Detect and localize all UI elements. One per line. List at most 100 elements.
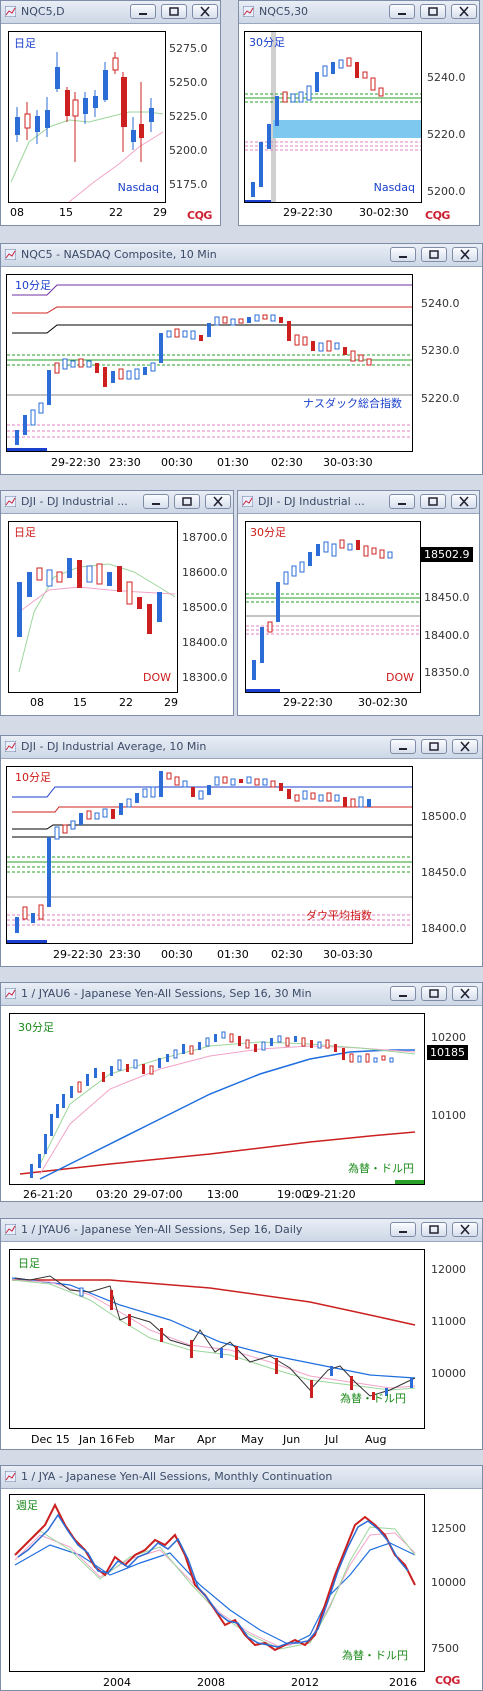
maximize-button[interactable] — [161, 4, 187, 19]
maximize-button[interactable] — [420, 494, 446, 509]
x-axis-tick: Jan 16 — [79, 1433, 114, 1446]
chart-window-jyau6-daily[interactable]: 1 / JYAU6 - Japanese Yen-All Sessions, S… — [0, 1218, 483, 1450]
maximize-button[interactable] — [421, 247, 447, 262]
maximize-button[interactable] — [174, 494, 200, 509]
chart-icon — [5, 6, 16, 17]
maximize-button[interactable] — [421, 739, 447, 754]
chart-canvas — [14, 1502, 416, 1652]
price-chart[interactable]: 週足 為替・ドル円 — [9, 1494, 425, 1672]
price-chart[interactable]: 30分足 Nasdaq — [244, 31, 422, 203]
cqg-logo: CQG — [435, 1674, 460, 1687]
maximize-button[interactable] — [420, 4, 446, 19]
minimize-button[interactable] — [130, 4, 156, 19]
title-bar[interactable]: 1 / JYAU6 - Japanese Yen-All Sessions, S… — [1, 983, 482, 1006]
title-bar[interactable]: NQC5,D — [1, 1, 220, 24]
minimize-button[interactable] — [390, 739, 416, 754]
x-axis-tick: 22 — [109, 206, 123, 219]
title-bar[interactable]: DJI - DJ Industrial ... — [1, 491, 233, 514]
chart-canvas — [17, 558, 176, 673]
y-axis-tick: 18450.0 — [421, 866, 467, 879]
price-chart[interactable]: 日足 Nasdaq — [8, 31, 166, 203]
y-axis-tick: 18400.0 — [421, 922, 467, 935]
chart-window-dji-10min[interactable]: DJI - DJ Industrial Average, 10 Min — [0, 735, 483, 967]
window-title: DJI - DJ Industrial ... — [21, 495, 128, 508]
x-axis-tick: 2008 — [197, 1676, 225, 1689]
x-axis-tick: 23:30 — [109, 948, 141, 961]
x-axis-tick: Dec 15 — [31, 1433, 70, 1446]
minimize-button[interactable] — [389, 4, 415, 19]
chart-window-jya-monthly[interactable]: 1 / JYA - Japanese Yen-All Sessions, Mon… — [0, 1465, 483, 1691]
timeframe-label: 30分足 — [250, 526, 286, 539]
x-axis-tick: 02:30 — [271, 456, 303, 469]
price-chart[interactable]: 10分足 ナスダック総合指数 — [6, 274, 413, 452]
price-chart[interactable]: 30分足 為替・ドル円 — [9, 1013, 425, 1185]
title-bar[interactable]: NQC5,30 — [239, 1, 479, 24]
chart-canvas — [7, 771, 412, 943]
title-bar[interactable]: 1 / JYAU6 - Japanese Yen-All Sessions, S… — [1, 1219, 482, 1242]
minimize-button[interactable] — [390, 986, 416, 1001]
x-axis-tick: 02:30 — [271, 948, 303, 961]
timeframe-label: 日足 — [14, 526, 36, 539]
chart-window-nqc5-daily[interactable]: NQC5,D — [0, 0, 221, 226]
x-axis-tick: Jun — [283, 1433, 301, 1446]
chart-canvas — [19, 1031, 424, 1184]
chart-icon — [5, 1471, 16, 1482]
x-axis-tick: 29-22:30 — [53, 948, 103, 961]
price-chart[interactable]: 30分足 DOW — [245, 521, 421, 693]
close-button[interactable] — [452, 247, 478, 262]
candles — [15, 314, 372, 445]
close-button[interactable] — [192, 4, 218, 19]
current-price-box: 18502.9 — [421, 547, 473, 562]
symbol-label: 為替・ドル円 — [342, 1649, 408, 1662]
chart-window-nqc5-30min[interactable]: NQC5,30 — [238, 0, 480, 226]
symbol-label: DOW — [385, 671, 414, 684]
x-axis-tick: 19:00 — [277, 1188, 309, 1201]
x-axis-tick: 23:30 — [109, 456, 141, 469]
minimize-button[interactable] — [143, 494, 169, 509]
minimize-button[interactable] — [390, 1222, 416, 1237]
y-axis-tick: 18500.0 — [421, 810, 467, 823]
price-chart[interactable]: 日足 DOW — [8, 521, 178, 693]
x-axis-tick: 03:20 — [96, 1188, 128, 1201]
chart-window-jyau6-30min[interactable]: 1 / JYAU6 - Japanese Yen-All Sessions, S… — [0, 982, 483, 1202]
chart-icon — [5, 496, 16, 507]
chart-window-nasdaq-10min[interactable]: NQC5 - NASDAQ Composite, 10 Min — [0, 243, 483, 475]
close-button[interactable] — [452, 986, 478, 1001]
x-axis-tick: 2004 — [103, 1676, 131, 1689]
y-axis-tick: 5240.0 — [421, 297, 460, 310]
maximize-button[interactable] — [421, 986, 447, 1001]
price-chart[interactable]: 10分足 ダウ平均指数 — [6, 766, 413, 944]
close-button[interactable] — [451, 494, 477, 509]
timeframe-label: 週足 — [16, 1499, 38, 1512]
candles — [15, 52, 154, 162]
minimize-button[interactable] — [389, 494, 415, 509]
candles — [79, 1287, 413, 1400]
chart-window-dji-daily[interactable]: DJI - DJ Industrial ... — [0, 490, 234, 716]
window-title: DJI - DJ Industrial ... — [258, 495, 365, 508]
close-button[interactable] — [452, 1222, 478, 1237]
close-button[interactable] — [451, 4, 477, 19]
chart-icon — [5, 249, 16, 260]
title-bar[interactable]: DJI - DJ Industrial ... — [238, 491, 479, 514]
y-axis-tick: 5200.0 — [427, 185, 466, 198]
price-chart[interactable]: 日足 為替・ドル円 — [9, 1249, 425, 1429]
close-button[interactable] — [205, 494, 231, 509]
chart-icon — [5, 741, 16, 752]
close-button[interactable] — [452, 739, 478, 754]
title-bar[interactable]: 1 / JYA - Japanese Yen-All Sessions, Mon… — [1, 1466, 482, 1489]
title-bar[interactable]: NQC5 - NASDAQ Composite, 10 Min — [1, 244, 482, 267]
candles — [17, 558, 162, 637]
x-axis-tick: 2012 — [291, 1676, 319, 1689]
y-axis-tick: 12000 — [431, 1263, 466, 1276]
title-bar[interactable]: DJI - DJ Industrial Average, 10 Min — [1, 736, 482, 759]
x-axis-tick: 29-22:30 — [283, 696, 333, 709]
symbol-label: Nasdaq — [117, 181, 159, 194]
chart-window-dji-30min[interactable]: DJI - DJ Industrial ... — [237, 490, 480, 716]
x-axis-tick: 29-22:30 — [283, 206, 333, 219]
y-axis-tick: 5225.0 — [169, 110, 208, 123]
y-axis-tick: 5275.0 — [169, 42, 208, 55]
y-axis-tick: 18500.0 — [182, 601, 228, 614]
minimize-button[interactable] — [390, 247, 416, 262]
maximize-button[interactable] — [421, 1222, 447, 1237]
y-axis-tick: 10000 — [431, 1367, 466, 1380]
